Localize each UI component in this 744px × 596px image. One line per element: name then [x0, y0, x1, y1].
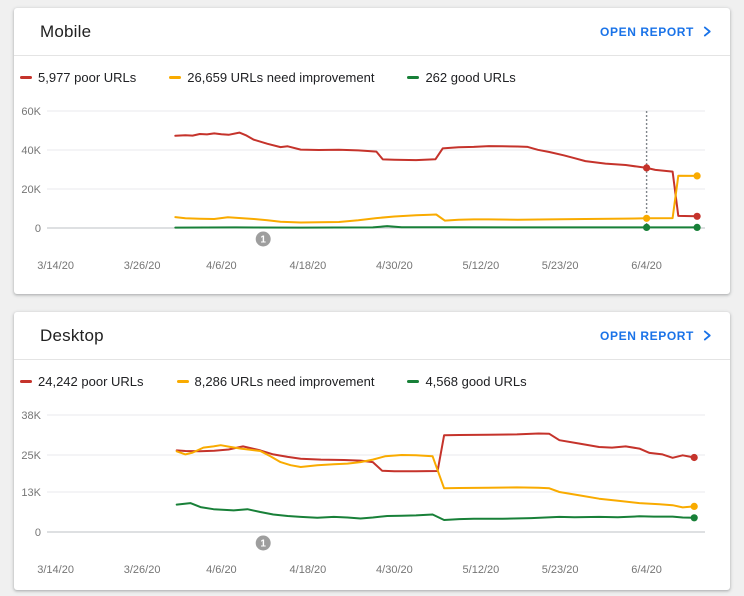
annotation-marker-label: 1 — [260, 235, 266, 246]
x-axis-label: 4/18/20 — [290, 260, 327, 272]
legend-item-poor: 5,977 poor URLs — [20, 70, 136, 85]
legend-label: 26,659 URLs need improvement — [187, 70, 375, 85]
mobile-card-header: Mobile OPEN REPORT — [14, 8, 730, 56]
open-report-link[interactable]: OPEN REPORT — [600, 329, 712, 343]
y-axis-label: 25K — [21, 450, 41, 462]
page-title: Mobile — [40, 21, 92, 41]
chevron-right-icon — [703, 330, 711, 341]
y-axis-label: 60K — [21, 106, 41, 118]
legend-dash-icon — [407, 76, 420, 79]
legend-label: 4,568 good URLs — [425, 374, 527, 389]
open-report-link[interactable]: OPEN REPORT — [600, 25, 712, 39]
legend-label: 8,286 URLs need improvement — [194, 374, 375, 389]
x-axis-label: 3/26/20 — [124, 260, 161, 272]
legend-item-good: 4,568 good URLs — [407, 374, 527, 389]
data-point-dot-needs-improvement — [690, 502, 698, 510]
legend-item-good: 262 good URLs — [407, 70, 516, 85]
data-point-dot-good — [693, 223, 701, 231]
legend-item-poor: 24,242 poor URLs — [20, 374, 144, 389]
data-point-dot-good — [690, 514, 698, 522]
legend-dash-icon — [169, 76, 182, 79]
series-line-good — [174, 225, 699, 229]
mobile-cwv-chart[interactable]: 60K 40K 20K 0 3/14/20 3/26/20 4/6/20 4/18/20 4/3… — [14, 95, 730, 280]
data-point-dot-good — [643, 223, 651, 231]
x-axis-label: 5/23/20 — [542, 260, 579, 272]
x-axis-label: 3/26/20 — [124, 564, 161, 576]
desktop-cwv-chart[interactable]: 38K 25K 13K 0 3/14/20 3/26/20 4/6/20 4/18/20 4/3… — [14, 399, 730, 584]
data-point-dot-needs-improvement — [693, 172, 701, 180]
series-line-needs-improvement — [174, 174, 699, 224]
legend-dash-icon — [20, 380, 32, 383]
open-report-label: OPEN REPORT — [600, 24, 694, 39]
data-point-dot-poor — [643, 164, 651, 172]
legend: 24,242 poor URLs 8,286 URLs need improve… — [20, 374, 730, 389]
mobile-card: Mobile OPEN REPORT 5,977 poor URLs 26,65… — [14, 8, 730, 294]
open-report-label: OPEN REPORT — [600, 328, 694, 343]
x-axis-label: 4/18/20 — [290, 564, 327, 576]
x-axis-label: 5/12/20 — [463, 260, 500, 272]
x-axis-label: 4/6/20 — [206, 260, 237, 272]
legend: 5,977 poor URLs 26,659 URLs need improve… — [20, 70, 730, 85]
page-title: Desktop — [40, 325, 104, 345]
y-axis-label: 20K — [21, 184, 41, 196]
chevron-right-icon — [703, 26, 711, 37]
legend-label: 5,977 poor URLs — [38, 70, 137, 85]
x-axis-label: 3/14/20 — [37, 564, 74, 576]
legend-dash-icon — [176, 380, 189, 383]
y-axis-label: 40K — [21, 145, 41, 157]
series-line-poor — [174, 131, 699, 218]
data-point-dot-needs-improvement — [643, 214, 651, 222]
y-axis-label: 38K — [21, 410, 41, 422]
x-axis-label: 5/12/20 — [463, 564, 500, 576]
annotation-marker[interactable] — [255, 231, 271, 247]
y-axis-label: 0 — [35, 223, 41, 235]
x-axis-label: 5/23/20 — [542, 564, 579, 576]
data-point-dot-poor — [693, 212, 701, 220]
x-axis-label: 4/6/20 — [206, 564, 237, 576]
annotation-marker-label: 1 — [260, 539, 266, 550]
legend-item-needs-improvement: 26,659 URLs need improvement — [169, 70, 374, 85]
desktop-card: Desktop OPEN REPORT 24,242 poor URLs 8,2… — [14, 312, 730, 590]
series-line-good — [175, 502, 696, 521]
legend-label: 24,242 poor URLs — [38, 374, 144, 389]
x-axis-label: 3/14/20 — [37, 260, 74, 272]
legend-dash-icon — [407, 380, 420, 383]
y-axis-label: 0 — [35, 527, 41, 539]
x-axis-label: 6/4/20 — [631, 564, 662, 576]
x-axis-label: 4/30/20 — [376, 260, 413, 272]
legend-item-needs-improvement: 8,286 URLs need improvement — [176, 374, 375, 389]
data-point-dot-poor — [690, 453, 698, 462]
desktop-card-header: Desktop OPEN REPORT — [14, 312, 730, 360]
x-axis-label: 6/4/20 — [631, 260, 662, 272]
series-line-needs-improvement — [175, 444, 696, 509]
legend-label: 262 good URLs — [425, 70, 516, 85]
x-axis-label: 4/30/20 — [376, 564, 413, 576]
y-axis-label: 13K — [21, 487, 41, 499]
legend-dash-icon — [20, 76, 32, 79]
annotation-marker[interactable] — [255, 535, 271, 551]
